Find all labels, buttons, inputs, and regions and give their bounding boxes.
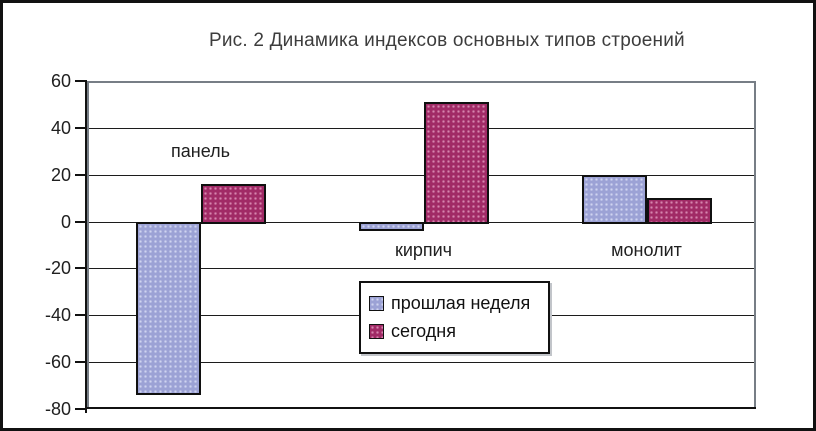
y-axis-tick-label: -60 [44,352,71,373]
y-axis-tick-label: 0 [60,211,71,232]
bar-today-панель [200,184,266,224]
y-axis-tick [75,173,87,176]
legend-swatch-today [369,324,384,340]
legend-item-today: сегодня [369,321,540,342]
y-axis-tick [75,126,87,129]
gridline [89,362,754,364]
gridline [89,268,754,270]
plot-area: панель кирпич монолит [87,81,756,409]
y-axis-line [85,81,87,413]
y-axis-tick-label: -40 [44,305,71,326]
category-label-монолит: монолит [611,240,682,260]
y-axis-tick-label: -80 [44,399,71,419]
gridline [89,127,754,129]
category-label-кирпич: кирпич [394,240,453,260]
legend-label-today: сегодня [391,321,456,342]
bar-last-week-кирпич [358,221,424,231]
y-axis-tick-label: 60 [50,71,71,91]
legend-label-last-week: прошлая неделя [391,292,531,313]
bar-today-монолит [646,198,712,224]
category-label-панель: панель [171,141,230,161]
y-axis-tick [75,220,87,223]
y-axis-tick [75,267,87,270]
gridline [89,174,754,176]
y-axis-tick [75,361,87,364]
bar-last-week-монолит [581,174,647,224]
y-axis-tick [75,408,87,410]
legend: прошлая неделя сегодня [359,281,550,354]
legend-swatch-last-week [369,295,384,311]
bar-last-week-панель [135,221,201,395]
x-axis-baseline [85,407,756,409]
chart-title: Рис. 2 Динамика индексов основных типов … [209,30,685,51]
bar-today-кирпич [423,102,489,224]
y-axis-tick-label: 20 [50,164,71,185]
y-axis-tick [75,80,87,82]
y-axis-tick [75,314,87,317]
y-axis-tick-label: -20 [44,258,71,279]
legend-item-last-week: прошлая неделя [369,293,540,314]
y-axis-tick-label: 40 [50,117,71,138]
